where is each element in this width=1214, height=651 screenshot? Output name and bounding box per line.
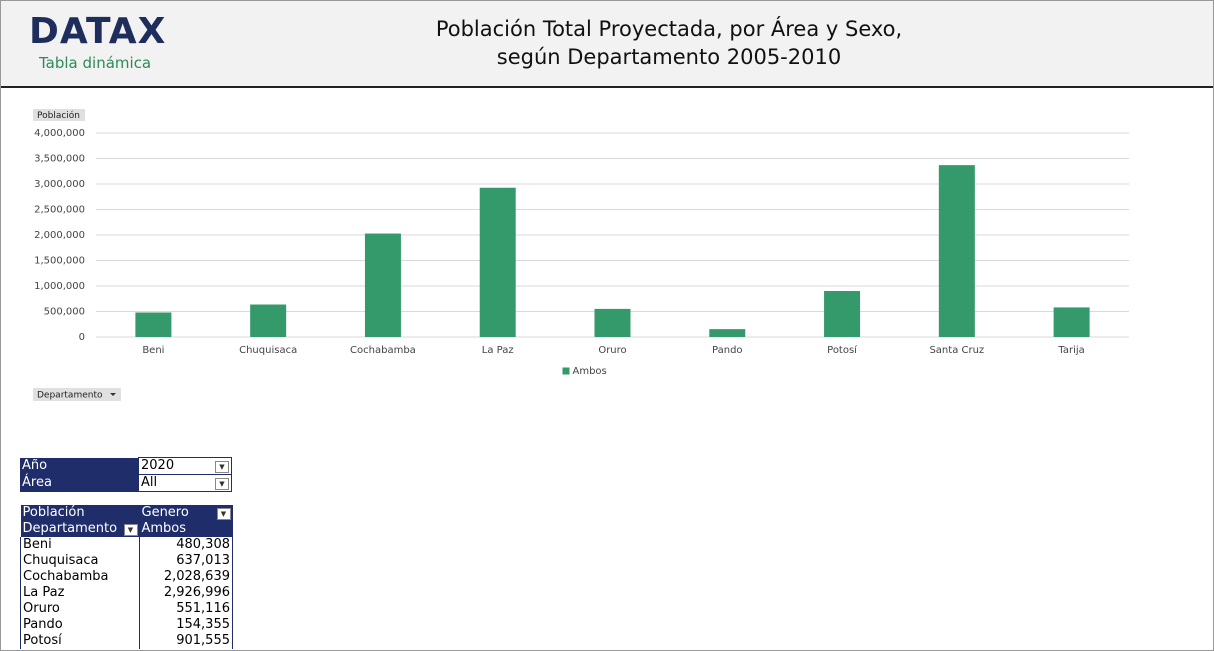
bar: [1053, 307, 1090, 337]
x-field-button[interactable]: [33, 388, 121, 401]
x-tick-label: Beni: [142, 345, 164, 356]
y-tick-label: 2,500,000: [34, 205, 85, 216]
row-value: 480,308: [139, 537, 233, 553]
dropdown-button[interactable]: ▼: [215, 461, 229, 473]
y-axis-title: Población: [37, 110, 80, 121]
x-tick-label: Cochabamba: [350, 345, 416, 356]
row-label: Cochabamba: [20, 569, 140, 585]
column-field: ▼ Genero: [139, 505, 233, 521]
bar: [594, 308, 631, 337]
x-tick-label: Tarija: [1057, 345, 1084, 356]
pivot-row: Pando 154,355: [20, 617, 233, 633]
dropdown-button[interactable]: ▼: [216, 508, 231, 520]
y-field-button[interactable]: [33, 109, 85, 121]
y-tick-label: 3,000,000: [34, 179, 85, 190]
bar: [364, 233, 401, 337]
filter-name: Año: [20, 457, 139, 475]
dropdown-arrow: [110, 393, 116, 396]
y-tick-label: 1,500,000: [34, 256, 85, 267]
x-tick-label: Pando: [712, 345, 743, 356]
y-tick-label: 500,000: [44, 307, 85, 318]
pivot-row: Beni 480,308: [20, 537, 233, 553]
y-tick-label: 4,000,000: [34, 128, 85, 139]
row-value: 154,355: [139, 617, 233, 633]
pivot-header-row: Población ▼ Genero: [20, 505, 233, 521]
pivot-table: Población ▼ Genero ▼ Departamento Ambos Beni 48…: [20, 505, 233, 649]
row-field: ▼ Departamento: [20, 521, 140, 537]
row-value: 2,028,639: [139, 569, 233, 585]
column-item: Ambos: [139, 521, 233, 537]
pivot-corner: Población: [20, 505, 140, 521]
pivot-row: Oruro 551,116: [20, 601, 233, 617]
row-label: Oruro: [20, 601, 140, 617]
filter-value: ▼ All: [138, 474, 232, 492]
x-field-label: Departamento: [37, 391, 103, 401]
logo: DATAX: [29, 11, 167, 52]
y-tick-label: 0: [79, 332, 85, 343]
legend-label: Ambos: [573, 366, 607, 377]
x-tick-label: Potosí: [827, 344, 858, 356]
row-label: La Paz: [20, 585, 140, 601]
dropdown-button[interactable]: ▼: [215, 478, 229, 490]
filter-row: Área ▼ All: [20, 474, 232, 492]
bar: [709, 329, 746, 337]
pivot-row: Chuquisaca 637,013: [20, 553, 233, 569]
row-label: Potosí: [20, 633, 140, 649]
dropdown-button[interactable]: ▼: [123, 524, 138, 536]
y-tick-label: 2,000,000: [34, 230, 85, 241]
filter-value: ▼ 2020: [138, 457, 232, 475]
x-tick-label: La Paz: [482, 345, 514, 356]
pivot-row: Cochabamba 2,028,639: [20, 569, 233, 585]
x-tick-label: Oruro: [598, 345, 626, 356]
pivot-row: La Paz 2,926,996: [20, 585, 233, 601]
filter-row: Año ▼ 2020: [20, 457, 232, 475]
legend-swatch: [562, 367, 570, 375]
row-label: Beni: [20, 537, 140, 553]
row-value: 551,116: [139, 601, 233, 617]
row-value: 637,013: [139, 553, 233, 569]
row-label: Pando: [20, 617, 140, 633]
bar: [938, 165, 975, 337]
bar: [250, 304, 287, 337]
bar: [479, 187, 516, 337]
row-label: Chuquisaca: [20, 553, 140, 569]
chart: Población 0 500,000 1,000,000 1,500,000 2,000…: [33, 109, 1129, 401]
pivot-row: Potosí 901,555: [20, 633, 233, 649]
pivot-header-row: ▼ Departamento Ambos: [20, 521, 233, 537]
bar: [824, 291, 861, 337]
filter-table: Año ▼ 2020 Área ▼ All: [20, 457, 232, 492]
filter-name: Área: [20, 474, 139, 492]
x-tick-label: Santa Cruz: [929, 345, 984, 356]
header: DATAX Tabla dinámica Población Total Pro…: [1, 1, 1213, 88]
x-tick-label: Chuquisaca: [239, 345, 297, 356]
y-tick-label: 1,000,000: [34, 281, 85, 292]
row-value: 2,926,996: [139, 585, 233, 601]
y-tick-label: 3,500,000: [34, 154, 85, 165]
row-value: 901,555: [139, 633, 233, 649]
bar: [135, 312, 172, 337]
logo-subtitle: Tabla dinámica: [39, 54, 152, 72]
page-title: Población Total Proyectada, por Área y S…: [435, 17, 903, 69]
